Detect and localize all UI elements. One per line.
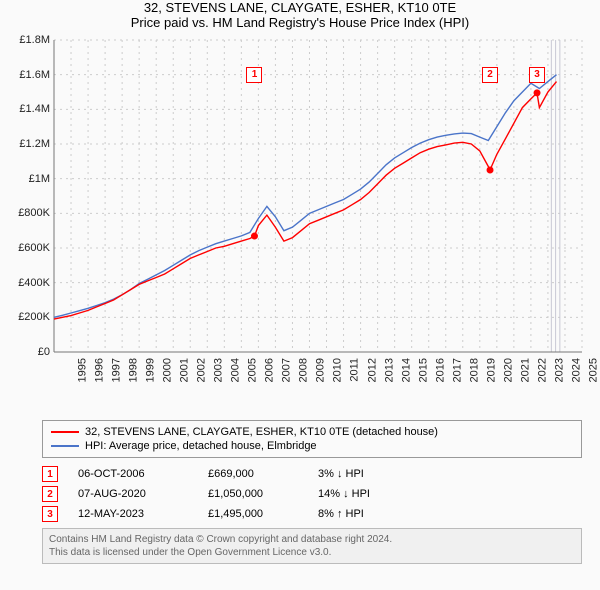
footer-line-2: This data is licensed under the Open Gov…	[49, 546, 575, 559]
chart-subtitle: Price paid vs. HM Land Registry's House …	[0, 15, 600, 30]
x-tick-label: 2013	[383, 358, 395, 382]
legend-row: 32, STEVENS LANE, CLAYGATE, ESHER, KT10 …	[51, 425, 573, 439]
chart-title: 32, STEVENS LANE, CLAYGATE, ESHER, KT10 …	[0, 0, 600, 15]
footer-line-1: Contains HM Land Registry data © Crown c…	[49, 533, 575, 546]
legend-swatch	[51, 431, 79, 433]
chart-svg	[10, 34, 590, 394]
page-root: 32, STEVENS LANE, CLAYGATE, ESHER, KT10 …	[0, 0, 600, 590]
x-tick-label: 2019	[485, 358, 497, 382]
transaction-price: £669,000	[208, 468, 298, 480]
x-tick-label: 2016	[434, 358, 446, 382]
transaction-marker: 3	[42, 506, 58, 522]
legend-swatch	[51, 445, 79, 447]
legend: 32, STEVENS LANE, CLAYGATE, ESHER, KT10 …	[42, 420, 582, 458]
x-tick-label: 2001	[179, 358, 191, 382]
y-tick-label: £1.2M	[10, 138, 50, 150]
legend-label: 32, STEVENS LANE, CLAYGATE, ESHER, KT10 …	[85, 426, 438, 438]
x-tick-label: 2010	[332, 358, 344, 382]
y-tick-label: £1.6M	[10, 69, 50, 81]
x-tick-label: 2018	[468, 358, 480, 382]
x-tick-label: 2024	[570, 358, 582, 382]
transaction-delta: 8% ↑ HPI	[318, 508, 418, 520]
x-tick-label: 2007	[281, 358, 293, 382]
x-tick-label: 2008	[298, 358, 310, 382]
y-tick-label: £0	[10, 346, 50, 358]
chart-marker-3: 3	[529, 67, 545, 83]
x-tick-label: 2003	[213, 358, 225, 382]
x-tick-label: 2015	[417, 358, 429, 382]
chart-area: £0 £200K £400K £600K £800K £1M £1.2M £1.4M £1.6M…	[10, 34, 590, 394]
transaction-marker: 2	[42, 486, 58, 502]
y-tick-label: £1M	[10, 173, 50, 185]
chart-marker-2: 2	[482, 67, 498, 83]
x-tick-label: 2020	[502, 358, 514, 382]
y-tick-label: £400K	[10, 277, 50, 289]
x-tick-label: 1998	[128, 358, 140, 382]
transaction-row: 2 07-AUG-2020 £1,050,000 14% ↓ HPI	[42, 484, 582, 504]
x-tick-label: 2025	[587, 358, 599, 382]
transaction-date: 07-AUG-2020	[78, 488, 188, 500]
x-tick-label: 1997	[111, 358, 123, 382]
x-tick-label: 2014	[400, 358, 412, 382]
y-tick-label: £800K	[10, 207, 50, 219]
transaction-row: 3 12-MAY-2023 £1,495,000 8% ↑ HPI	[42, 504, 582, 524]
x-tick-label: 2005	[247, 358, 259, 382]
transaction-row: 1 06-OCT-2006 £669,000 3% ↓ HPI	[42, 464, 582, 484]
y-tick-label: £600K	[10, 242, 50, 254]
legend-row: HPI: Average price, detached house, Elmb…	[51, 439, 573, 453]
x-tick-label: 2023	[553, 358, 565, 382]
x-tick-label: 2009	[315, 358, 327, 382]
transaction-delta: 14% ↓ HPI	[318, 488, 418, 500]
transaction-price: £1,050,000	[208, 488, 298, 500]
x-tick-label: 2012	[366, 358, 378, 382]
x-tick-label: 2022	[536, 358, 548, 382]
transactions-table: 1 06-OCT-2006 £669,000 3% ↓ HPI 2 07-AUG-2020…	[42, 464, 582, 524]
transaction-marker: 1	[42, 466, 58, 482]
transaction-date: 12-MAY-2023	[78, 508, 188, 520]
x-tick-label: 2011	[348, 358, 360, 382]
legend-label: HPI: Average price, detached house, Elmb…	[85, 440, 317, 452]
x-tick-label: 2004	[230, 358, 242, 382]
transaction-price: £1,495,000	[208, 508, 298, 520]
x-tick-label: 2000	[162, 358, 174, 382]
x-tick-label: 2021	[519, 358, 531, 382]
transaction-delta: 3% ↓ HPI	[318, 468, 418, 480]
x-tick-label: 2006	[264, 358, 276, 382]
footer-attribution: Contains HM Land Registry data © Crown c…	[42, 528, 582, 564]
y-tick-label: £1.4M	[10, 103, 50, 115]
y-tick-label: £200K	[10, 311, 50, 323]
x-tick-label: 1995	[76, 358, 88, 382]
y-tick-label: £1.8M	[10, 34, 50, 46]
x-tick-label: 2002	[196, 358, 208, 382]
chart-marker-1: 1	[246, 67, 262, 83]
transaction-date: 06-OCT-2006	[78, 468, 188, 480]
x-tick-label: 1996	[94, 358, 106, 382]
x-tick-label: 1999	[145, 358, 157, 382]
x-tick-label: 2017	[451, 358, 463, 382]
